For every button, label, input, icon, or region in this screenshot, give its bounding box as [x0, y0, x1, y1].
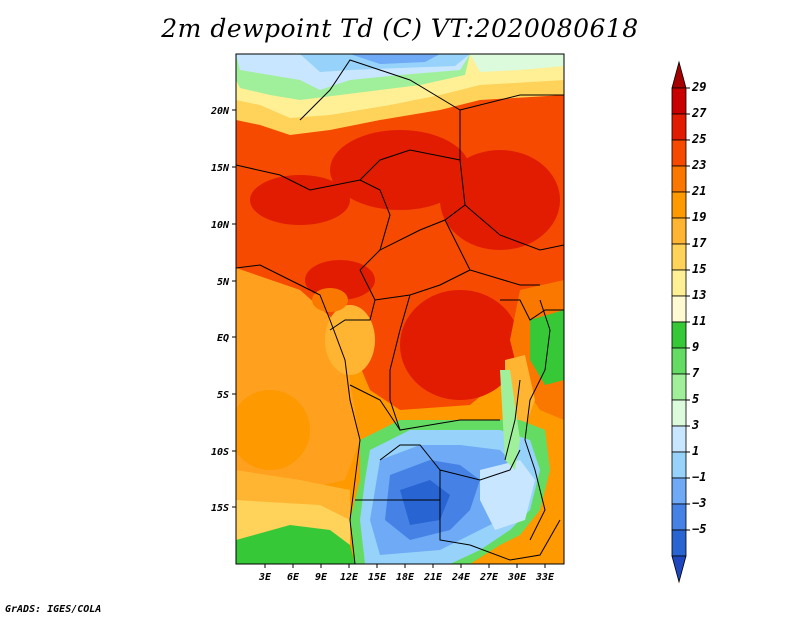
colorbar-segment — [671, 425, 687, 453]
colorbar-segment — [671, 399, 687, 427]
longitude-axis: 3E 6E 9E 12E 15E 18E 21E 24E 27E 30E 33E — [258, 564, 555, 583]
lon-tick-label: 30E — [507, 572, 527, 583]
country-borders — [236, 59, 564, 564]
colorbar-label: 29 — [691, 80, 706, 94]
lon-tick-label: 3E — [258, 572, 272, 583]
lon-tick-label: 21E — [423, 572, 443, 583]
colorbar-label: 17 — [692, 236, 707, 250]
colorbar-label: −5 — [692, 522, 706, 536]
colorbar-segment — [671, 373, 687, 401]
colorbar-segment — [671, 165, 687, 193]
lon-tick-label: 27E — [479, 572, 499, 583]
lat-tick-label: 15S — [211, 503, 229, 514]
map-frame — [235, 53, 565, 565]
colorbar-segment — [671, 347, 687, 375]
colorbar-label: 3 — [691, 418, 699, 432]
colorbar-segment — [671, 191, 687, 219]
colorbar-segment — [671, 451, 687, 479]
colorbar — [671, 60, 690, 584]
colorbar-label: −3 — [692, 496, 706, 510]
colorbar-label: 27 — [691, 106, 707, 120]
colorbar-bottom-arrow — [671, 555, 687, 584]
latitude-axis: 20N 15N 10N 5N EQ 5S 10S 15S — [210, 106, 236, 514]
colorbar-label: 15 — [692, 262, 706, 276]
colorbar-label: 21 — [691, 184, 706, 198]
lat-tick-label: 5S — [217, 390, 229, 401]
colorbar-segment — [671, 477, 687, 505]
grads-credit: GrADS: IGES/COLA — [5, 604, 102, 615]
lat-tick-label: 20N — [210, 106, 230, 117]
colorbar-label: 13 — [692, 288, 706, 302]
colorbar-segment — [671, 295, 687, 323]
lat-tick-label: EQ — [217, 333, 229, 344]
colorbar-label: 25 — [691, 132, 706, 146]
colorbar-label: −1 — [692, 470, 706, 484]
colorbar-segment — [671, 269, 687, 297]
colorbar-segment — [671, 217, 687, 245]
colorbar-segment — [671, 529, 687, 557]
colorbar-segment — [671, 243, 687, 271]
colorbar-label: 1 — [692, 444, 699, 458]
lat-tick-label: 10N — [211, 220, 230, 231]
colorbar-label: 5 — [692, 392, 699, 406]
lon-tick-label: 18E — [396, 572, 415, 583]
lon-tick-label: 9E — [315, 572, 328, 583]
lat-tick-label: 15N — [211, 163, 230, 174]
colorbar-label: 11 — [692, 314, 706, 328]
colorbar-segment — [671, 139, 687, 167]
lon-tick-label: 6E — [287, 572, 300, 583]
lat-tick-label: 5N — [217, 277, 230, 288]
colorbar-label: 9 — [692, 340, 699, 354]
colorbar-top-arrow — [671, 60, 687, 89]
lon-tick-label: 15E — [368, 572, 387, 583]
lon-tick-label: 12E — [340, 572, 359, 583]
colorbar-segment — [671, 113, 687, 141]
map-title: 2m dewpoint Td (C) VT:2020080618 — [161, 14, 639, 43]
lon-tick-label: 33E — [535, 572, 555, 583]
colorbar-label: 23 — [691, 158, 706, 172]
colorbar-label: 7 — [692, 366, 700, 380]
colorbar-labels: 29 27 25 23 21 19 17 15 13 11 9 7 5 3 1 … — [691, 80, 707, 536]
lon-tick-label: 24E — [451, 572, 471, 583]
colorbar-label: 19 — [692, 210, 706, 224]
lat-tick-label: 10S — [211, 447, 229, 458]
dewpoint-field — [236, 54, 564, 564]
colorbar-segment — [671, 503, 687, 531]
colorbar-segment — [671, 87, 687, 115]
colorbar-segment — [671, 321, 687, 349]
